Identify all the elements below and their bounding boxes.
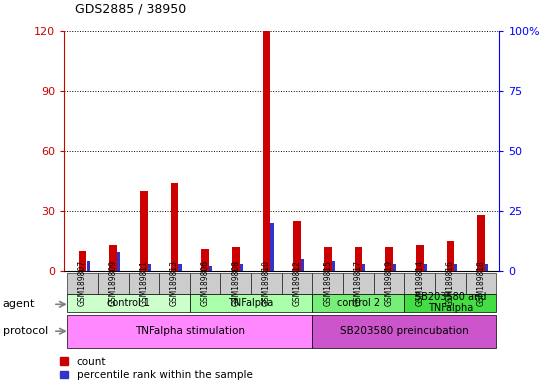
Text: GSM189812: GSM189812 bbox=[292, 260, 302, 306]
Bar bbox=[424, 263, 427, 271]
Text: GSM189807: GSM189807 bbox=[78, 260, 87, 306]
Bar bbox=[466, 273, 497, 294]
Text: GSM189810: GSM189810 bbox=[262, 260, 271, 306]
Text: SB203580 and
TNFalpha: SB203580 and TNFalpha bbox=[415, 292, 486, 313]
Text: control 2: control 2 bbox=[337, 298, 380, 308]
Bar bbox=[190, 294, 312, 312]
Bar bbox=[446, 241, 454, 271]
Bar bbox=[485, 263, 488, 271]
Bar bbox=[109, 245, 117, 271]
Text: GSM189819: GSM189819 bbox=[384, 260, 393, 306]
Bar bbox=[220, 273, 251, 294]
Text: GSM189808: GSM189808 bbox=[232, 260, 240, 306]
Bar bbox=[67, 315, 312, 348]
Bar bbox=[312, 315, 497, 348]
Bar bbox=[140, 191, 148, 271]
Text: TNFalpha: TNFalpha bbox=[229, 298, 274, 308]
Text: GSM189813: GSM189813 bbox=[170, 260, 179, 306]
Bar bbox=[148, 263, 151, 271]
Text: GSM189806: GSM189806 bbox=[201, 260, 210, 306]
Bar bbox=[301, 259, 304, 271]
Bar bbox=[98, 273, 128, 294]
Bar bbox=[385, 247, 393, 271]
Bar bbox=[435, 273, 466, 294]
Bar bbox=[67, 273, 98, 294]
Text: GSM189809: GSM189809 bbox=[109, 260, 118, 306]
Text: GSM189814: GSM189814 bbox=[415, 260, 424, 306]
Bar bbox=[477, 215, 485, 271]
Text: GSM189818: GSM189818 bbox=[477, 260, 485, 306]
Bar bbox=[67, 294, 190, 312]
Bar bbox=[374, 273, 405, 294]
Bar bbox=[405, 294, 497, 312]
Bar bbox=[454, 263, 458, 271]
Bar bbox=[312, 294, 405, 312]
Legend: count, percentile rank within the sample: count, percentile rank within the sample bbox=[56, 353, 257, 384]
Bar bbox=[190, 273, 220, 294]
Text: SB203580 preincubation: SB203580 preincubation bbox=[340, 326, 469, 336]
Text: GSM189816: GSM189816 bbox=[446, 260, 455, 306]
Bar bbox=[179, 263, 181, 271]
Text: GSM189817: GSM189817 bbox=[354, 260, 363, 306]
Bar bbox=[332, 261, 335, 271]
Text: TNFalpha stimulation: TNFalpha stimulation bbox=[135, 326, 245, 336]
Bar bbox=[201, 249, 209, 271]
Bar bbox=[79, 251, 86, 271]
Bar bbox=[232, 247, 239, 271]
Bar bbox=[393, 263, 396, 271]
Bar bbox=[362, 263, 365, 271]
Bar bbox=[282, 273, 312, 294]
Bar bbox=[324, 247, 331, 271]
Text: GSM189815: GSM189815 bbox=[323, 260, 332, 306]
Text: control 1: control 1 bbox=[107, 298, 150, 308]
Bar bbox=[416, 245, 424, 271]
Text: protocol: protocol bbox=[3, 326, 48, 336]
Bar bbox=[251, 273, 282, 294]
Bar bbox=[294, 221, 301, 271]
Bar bbox=[117, 252, 121, 271]
Bar bbox=[209, 266, 212, 271]
Bar bbox=[263, 31, 270, 271]
Bar bbox=[354, 247, 362, 271]
Bar bbox=[312, 273, 343, 294]
Bar bbox=[171, 183, 179, 271]
Text: agent: agent bbox=[3, 299, 35, 310]
Bar bbox=[128, 273, 159, 294]
Bar bbox=[159, 273, 190, 294]
Text: GDS2885 / 38950: GDS2885 / 38950 bbox=[75, 2, 186, 15]
Bar bbox=[240, 263, 243, 271]
Text: GSM189811: GSM189811 bbox=[140, 260, 148, 306]
Bar bbox=[405, 273, 435, 294]
Bar bbox=[86, 261, 90, 271]
Bar bbox=[271, 223, 273, 271]
Bar bbox=[343, 273, 374, 294]
